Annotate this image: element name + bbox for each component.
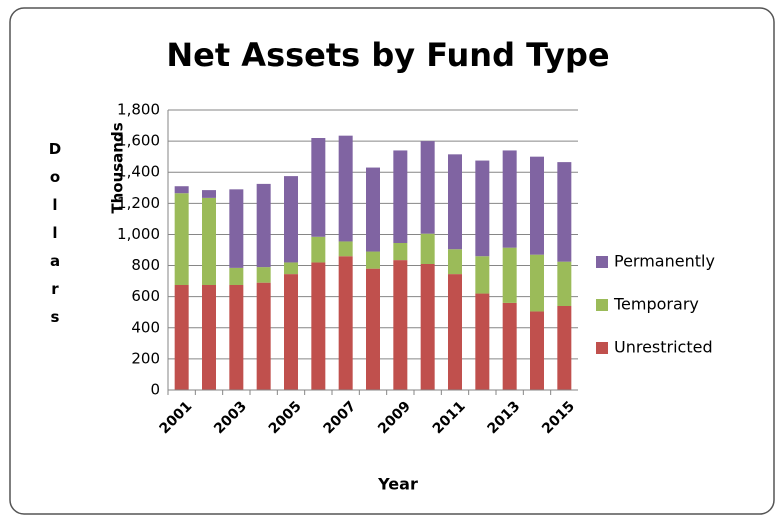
bar-segment [256, 282, 271, 390]
y-tick-label: 1,600 [117, 132, 160, 150]
bar-segment [530, 311, 544, 390]
y-tick-label: 400 [131, 318, 160, 336]
bar-segment [311, 262, 326, 390]
bar-segment [502, 247, 517, 303]
bar-segment [366, 251, 380, 269]
bar-segment [557, 261, 572, 306]
bar-segment [311, 138, 326, 237]
bar-segment [202, 197, 216, 285]
bar-segment [475, 256, 490, 294]
bar-segment [420, 264, 435, 390]
chart-border [9, 7, 775, 515]
bar-segment [502, 150, 517, 248]
bar-segment [448, 249, 462, 275]
legend-label: Unrestricted [614, 338, 713, 357]
y-tick-label: 1,400 [117, 163, 160, 181]
bar-segment [174, 285, 189, 390]
bar-segment [530, 254, 544, 312]
y-tick-label: 0 [150, 381, 160, 399]
bar-segment [475, 293, 490, 390]
bar-segment [338, 256, 353, 390]
bar-segment [557, 306, 572, 390]
y-tick-label: 800 [131, 256, 160, 274]
bar-segment [338, 241, 353, 257]
bar-segment [393, 243, 408, 261]
y-axis-title: Thousands [109, 122, 127, 213]
bar-segment [229, 285, 244, 390]
bar-segment [475, 160, 490, 257]
bar-segment [338, 135, 353, 242]
bar-segment [229, 189, 244, 268]
bar-segment [557, 162, 572, 262]
y-tick-label: 1,800 [117, 101, 160, 119]
bar-segment [284, 274, 298, 390]
bar-segment [202, 285, 216, 390]
legend-swatch [596, 342, 608, 354]
bar-segment [502, 302, 517, 390]
bar-segment [256, 183, 271, 268]
bar-segment [366, 268, 380, 390]
legend-label: Temporary [613, 295, 699, 314]
y-tick-label: 1,000 [117, 225, 160, 243]
bar-segment [256, 267, 271, 283]
x-axis-title: Year [377, 475, 418, 494]
y-tick-label: 200 [131, 349, 160, 367]
y-tick-label: 600 [131, 287, 160, 305]
chart-title: Net Assets by Fund Type [166, 36, 609, 74]
bar-segment [448, 274, 462, 390]
legend-label: Permanently [614, 252, 715, 271]
bar-segment [174, 193, 189, 285]
legend-swatch [596, 299, 608, 311]
bar-segment [530, 156, 544, 255]
bar-segment [366, 167, 380, 252]
y-side-title: Dollars [46, 140, 64, 336]
bar-segment [284, 176, 298, 263]
bar-segment [311, 236, 326, 263]
bar-segment [202, 190, 216, 198]
bar-segment [284, 262, 298, 275]
legend-swatch [596, 256, 608, 268]
bar-segment [174, 186, 189, 194]
bar-segment [393, 150, 408, 243]
bar-segment [420, 141, 435, 234]
bar-segment [393, 260, 408, 390]
bar-segment [229, 267, 244, 285]
bar-segment [448, 154, 462, 250]
y-tick-label: 1,200 [117, 194, 160, 212]
bar-segment [420, 233, 435, 264]
